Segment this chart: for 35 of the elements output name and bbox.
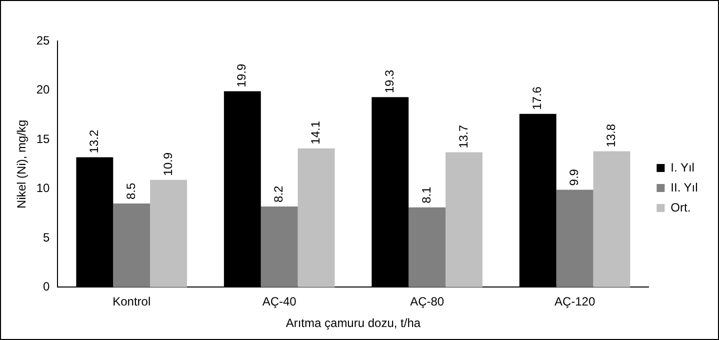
bar: [260, 206, 298, 288]
x-tick-label: AÇ-120: [554, 294, 596, 309]
data-label: 8.2: [272, 185, 286, 202]
data-label: 10.9: [160, 152, 175, 176]
data-label: 8.1: [419, 186, 434, 204]
y-tick-label: 5: [43, 230, 50, 244]
bar: [556, 190, 594, 288]
bar: [446, 152, 482, 288]
bar: [298, 148, 335, 288]
data-label: 19.3: [382, 69, 396, 94]
y-tick-label: 15: [36, 132, 50, 146]
y-tick-label: 10: [36, 181, 50, 196]
legend-label: II. Yıl: [670, 180, 698, 194]
x-tick-label: Kontrol: [112, 294, 151, 309]
x-tick-label: AÇ-80: [410, 294, 444, 309]
y-axis-title: Nikel (Ni), mg/kg: [14, 120, 29, 208]
bar: [593, 151, 630, 288]
y-tick-label: 20: [36, 82, 50, 97]
data-label: 13.7: [456, 124, 470, 148]
bar: [408, 207, 446, 288]
legend-label: I. Yıl: [670, 160, 694, 174]
data-label: 8.5: [124, 182, 138, 200]
x-tick-label: AÇ-40: [262, 294, 297, 309]
y-tick-label: 25: [36, 33, 50, 48]
x-axis-title: Arıtma çamuru dozu, t/ha: [286, 316, 421, 330]
data-label: 13.8: [604, 124, 618, 148]
data-label: 13.2: [86, 130, 101, 154]
data-label: 17.6: [530, 86, 544, 110]
legend-label: Ort.: [670, 200, 691, 214]
bar: [150, 180, 188, 288]
bar: [113, 203, 150, 288]
data-label: 14.1: [308, 120, 323, 144]
data-label: 9.9: [567, 168, 582, 186]
data-label: 19.9: [234, 64, 249, 88]
y-tick-label: 0: [43, 280, 50, 294]
